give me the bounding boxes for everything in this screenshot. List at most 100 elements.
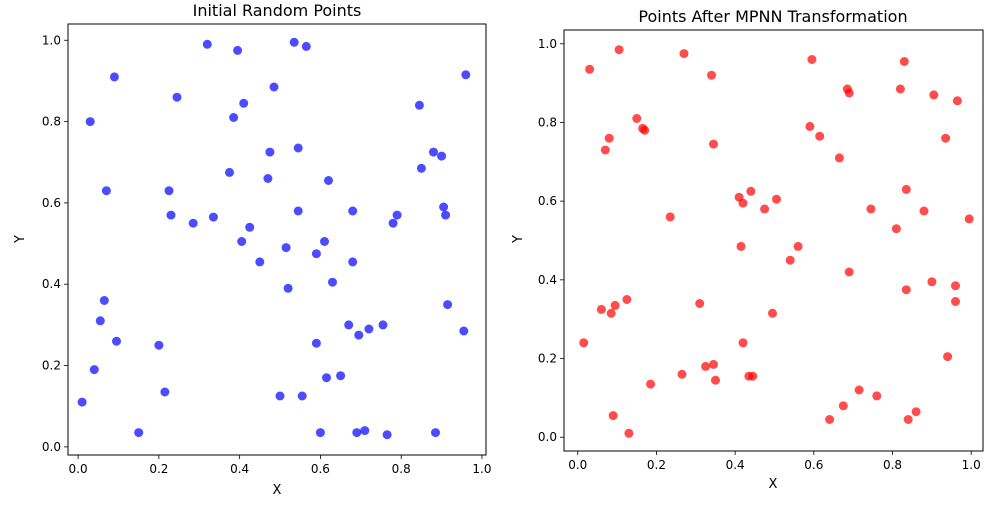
left-scatter-point [315, 428, 325, 438]
right-scatter-point [854, 385, 864, 395]
left-scatter-point [437, 151, 447, 161]
right-ticks: 0.0 0.2 0.4 0.6 0.8 1.0 0.0 0.2 0.4 0.6 0.8 1.0 [538, 37, 981, 472]
left-scatter-point [293, 143, 303, 153]
left-y-tick-label: 0.6 [42, 196, 61, 210]
right-scatter-point [927, 277, 937, 287]
left-scatter-point [283, 283, 293, 293]
left-y-tick-label: 0.2 [42, 359, 61, 373]
left-scatter-point [293, 206, 303, 216]
right-scatter-point [951, 297, 960, 306]
right-scatter-point [760, 204, 770, 214]
left-scatter-point [416, 163, 426, 173]
left-x-tick-label: 0.8 [392, 462, 411, 476]
right-scatter-point [614, 45, 624, 55]
left-x-tick-label: 1.0 [472, 462, 491, 476]
left-scatter-point [328, 277, 337, 287]
left-scatter-point [348, 257, 358, 267]
right-scatter-point [748, 371, 758, 381]
right-scatter-point [738, 338, 748, 348]
left-scatter-point [164, 186, 174, 196]
right-y-tick-label: 0.8 [538, 115, 557, 129]
right-scatter-point [815, 131, 825, 141]
left-scatter-point [364, 324, 374, 334]
right-scatter-point [604, 133, 614, 143]
left-points [77, 37, 471, 440]
left-scatter-point [429, 147, 438, 157]
right-scatter-point [610, 300, 620, 310]
left-scatter-point [269, 82, 279, 92]
left-scatter-point [237, 237, 247, 246]
left-y-tick-label: 1.0 [42, 33, 61, 47]
left-scatter-point [443, 300, 453, 310]
right-scatter-point [695, 299, 705, 308]
left-scatter-point [441, 210, 451, 220]
left-scatter-point [348, 206, 358, 216]
right-scatter-point [606, 308, 616, 318]
right-scatter-panel: Points After MPNN Transformation X Y 0.0… [511, 7, 984, 492]
left-scatter-point [233, 45, 243, 55]
left-scatter-point [101, 186, 111, 196]
left-chart-title: Initial Random Points [193, 1, 362, 20]
right-scatter-point [736, 241, 746, 251]
left-scatter-point [154, 340, 164, 350]
left-x-tick-label: 0.2 [149, 462, 168, 476]
left-scatter-point [160, 387, 170, 397]
left-scatter-point [265, 147, 275, 157]
right-scatter-point [838, 401, 848, 411]
left-scatter-panel: Initial Random Points X Y 0.0 0.2 0.4 0.6 0.… [13, 1, 492, 498]
left-scatter-point [344, 320, 354, 330]
right-scatter-point [919, 206, 929, 216]
left-scatter-point [263, 174, 273, 183]
left-x-tick-label: 0.0 [69, 462, 88, 476]
right-scatter-point [951, 281, 960, 291]
left-scatter-point [388, 218, 398, 228]
left-scatter-point [172, 92, 182, 102]
right-scatter-point [895, 84, 905, 94]
right-scatter-point [701, 361, 711, 371]
left-y-tick-label: 0.4 [42, 277, 61, 291]
left-scatter-point [320, 237, 329, 246]
right-y-tick-label: 1.0 [538, 37, 557, 51]
left-scatter-point [245, 222, 255, 232]
right-scatter-point [834, 153, 844, 163]
right-scatter-point [952, 96, 962, 106]
right-scatter-point [608, 411, 618, 421]
right-scatter-point [844, 267, 854, 277]
left-scatter-point [461, 70, 471, 80]
right-scatter-point [805, 121, 815, 131]
left-scatter-point [360, 426, 370, 436]
right-scatter-point [677, 369, 687, 379]
right-y-tick-label: 0.0 [538, 430, 557, 444]
left-y-tick-label: 0.8 [42, 115, 61, 129]
right-scatter-point [596, 304, 606, 314]
right-scatter-point [772, 194, 781, 204]
left-scatter-point [431, 428, 440, 438]
right-scatter-point [903, 415, 913, 424]
left-scatter-point [202, 39, 212, 49]
left-scatter-point [112, 336, 121, 346]
right-scatter-point [793, 241, 803, 251]
left-x-tick-label: 0.4 [230, 462, 249, 476]
right-scatter-point [964, 214, 974, 224]
right-scatter-point [901, 285, 911, 295]
right-scatter-point [709, 359, 718, 369]
right-scatter-point [646, 379, 656, 389]
right-scatter-point [709, 139, 718, 149]
right-y-axis-label: Y [511, 235, 526, 244]
right-scatter-point [807, 55, 817, 64]
right-scatter-point [665, 212, 675, 222]
right-scatter-point [929, 90, 939, 100]
right-scatter-point [624, 428, 634, 438]
right-scatter-point [679, 49, 689, 59]
left-scatter-point [229, 113, 239, 122]
left-scatter-point [255, 257, 265, 267]
right-scatter-point [711, 375, 720, 385]
right-scatter-point [785, 255, 795, 265]
left-y-axis-label: Y [13, 235, 28, 244]
left-axes-frame [67, 23, 487, 456]
right-y-tick-label: 0.4 [538, 273, 557, 287]
left-scatter-point [239, 98, 249, 108]
right-scatter-point [738, 198, 748, 208]
